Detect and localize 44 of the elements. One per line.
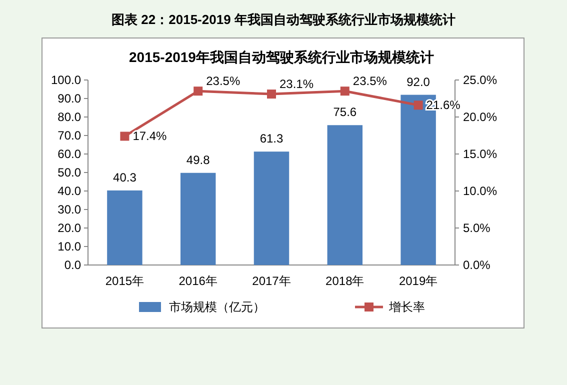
y2-tick-label: 20.0% <box>463 110 498 124</box>
y-tick-label: 30.0 <box>58 202 82 216</box>
data-label: 23.5% <box>352 74 388 88</box>
bar <box>107 190 142 265</box>
y-tick-label: 80.0 <box>58 110 82 124</box>
y-tick-label: 10.0 <box>58 240 82 254</box>
data-label: 49.8 <box>186 152 210 167</box>
point <box>340 86 350 96</box>
x-tick-label: 2015年 <box>105 274 144 288</box>
x-tick-label: 2019年 <box>398 274 438 288</box>
y2-tick-label: 0.0% <box>463 258 491 272</box>
y-tick-label: 90.0 <box>58 92 82 106</box>
legend-label: 市场规模（亿元） <box>169 300 265 314</box>
y-tick-label: 40.0 <box>58 184 82 198</box>
point <box>194 86 203 96</box>
y2-tick-label: 15.0% <box>463 147 498 161</box>
y-tick-label: 100.0 <box>50 73 82 87</box>
text: 图表 22：2015-2019 年我国自动驾驶系统行业市场规模统计 <box>112 12 456 27</box>
y2-tick-label: 25.0% <box>463 73 498 87</box>
x-tick-label: 2017年 <box>252 274 291 288</box>
point <box>267 90 276 99</box>
data-label: 17.4% <box>132 129 168 144</box>
x-tick-label: 2018年 <box>326 274 364 288</box>
data-label: 75.6 <box>333 105 357 120</box>
y-tick-label: 50.0 <box>58 166 82 180</box>
y2-tick-label: 5.0% <box>463 221 491 235</box>
data-label: 40.3 <box>113 170 137 184</box>
y-tick-label: 20.0 <box>58 221 82 235</box>
data-label: 23.5% <box>206 74 240 88</box>
bar <box>254 152 290 265</box>
x-tick-label: 2016年 <box>178 274 218 288</box>
y2-tick-label: 10.0% <box>463 184 498 198</box>
point <box>414 100 423 110</box>
data-label: 23.1% <box>280 77 314 92</box>
data-label: 92.0 <box>406 74 430 89</box>
bar <box>327 125 363 265</box>
point <box>120 132 130 141</box>
y-tick-label: 60.0 <box>58 147 82 161</box>
chart-title: 2015-2019年我国自动驾驶系统行业市场规模统计 <box>129 49 434 65</box>
legend-label: 增长率 <box>388 300 425 314</box>
y-tick-label: 70.0 <box>58 128 82 142</box>
y-tick-label: 0.0 <box>64 258 82 272</box>
data-label: 61.3 <box>260 132 284 146</box>
bar <box>180 172 216 265</box>
